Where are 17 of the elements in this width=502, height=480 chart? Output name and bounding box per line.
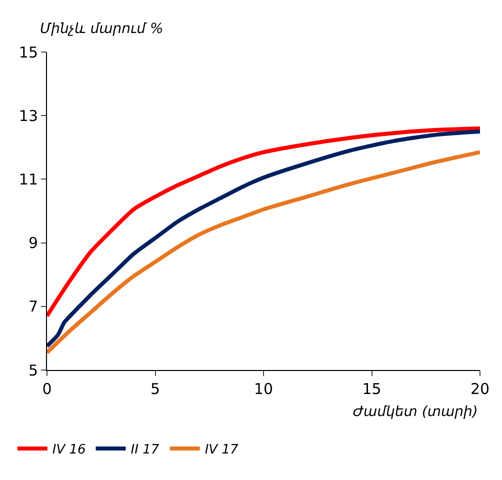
- x-tick-label: 15: [362, 380, 382, 398]
- legend-label: IV 17: [204, 442, 239, 458]
- y-tick-label: 15: [18, 43, 38, 62]
- y-tick-label: 11: [18, 170, 38, 188]
- x-tick-label: 10: [254, 380, 274, 398]
- line-series: [47, 126, 480, 318]
- x-tick-label: 20: [470, 380, 490, 398]
- legend-label: II 17: [130, 442, 160, 458]
- y-tick-label: 13: [18, 106, 38, 125]
- legend-label: IV 16: [52, 442, 86, 458]
- y-tick-label: 5: [28, 361, 38, 380]
- x-axis-title: Ժամկետ (տարի): [353, 404, 478, 420]
- x-tick-label: 0: [42, 380, 52, 398]
- y-axis-title: Մինչև մարում %: [40, 21, 164, 37]
- x-tick-label: 5: [150, 380, 160, 398]
- y-tick-label: 9: [28, 234, 38, 252]
- y-tick-label: 7: [28, 298, 38, 316]
